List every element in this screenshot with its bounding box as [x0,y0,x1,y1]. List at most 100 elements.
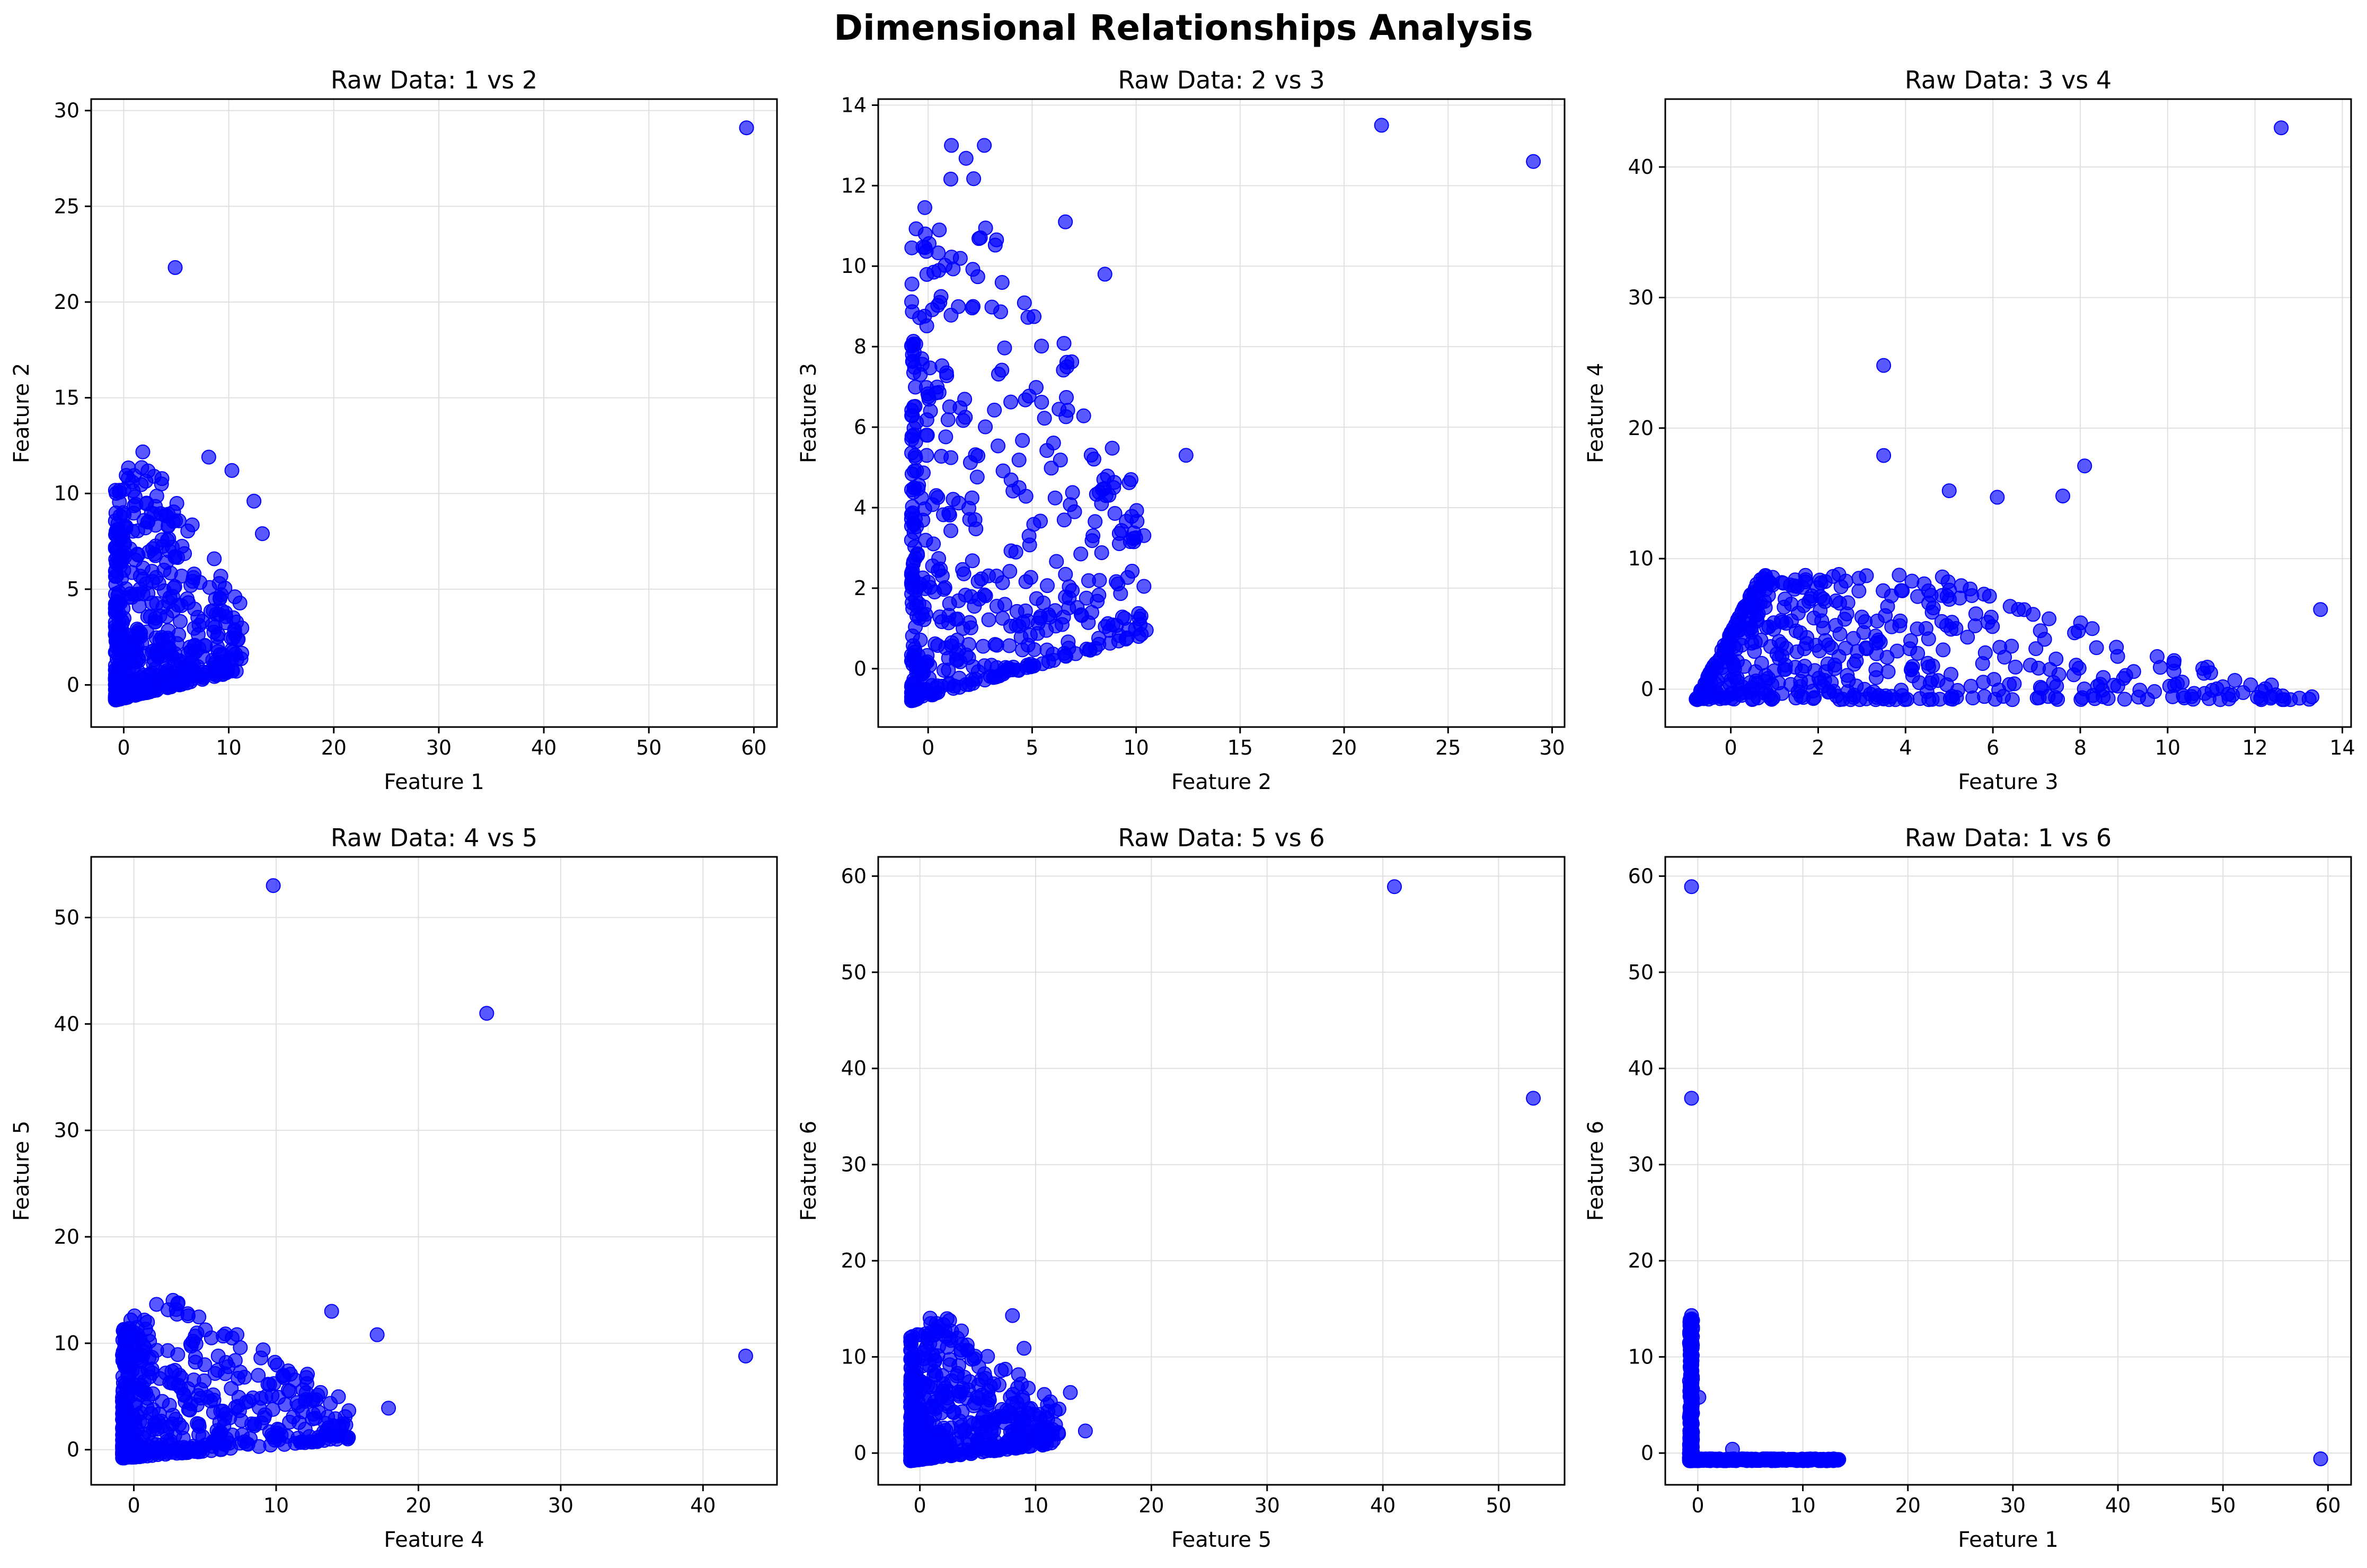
subplot-title: Raw Data: 1 vs 6 [1905,823,2112,852]
data-point [926,536,941,552]
data-point [973,230,988,245]
data-point [271,1389,286,1405]
x-tick-label: 30 [1255,1494,1280,1517]
data-point [161,623,176,638]
subplot-title: Raw Data: 4 vs 5 [331,823,537,852]
data-point [958,150,974,166]
data-point [1797,641,1812,657]
data-point [254,1415,269,1431]
y-tick-label: 40 [841,1057,867,1080]
data-point [251,1439,267,1454]
data-point [1965,690,1981,706]
data-point [1921,596,1937,611]
data-point [923,403,938,419]
axes-frame [1664,98,2352,728]
data-point [188,1349,203,1365]
x-tick-label: 10 [1123,736,1149,759]
data-point [1773,613,1789,628]
outlier-point [324,1304,339,1319]
outlier-point [1005,1308,1020,1323]
data-point [167,646,182,661]
x-tick-label: 14 [2329,736,2355,759]
data-point [903,1377,918,1392]
data-point [1816,621,1831,636]
data-point [119,1358,134,1374]
data-point [2117,692,2132,707]
data-point [909,688,924,704]
data-point [108,569,123,584]
data-point [1034,394,1049,410]
data-point [1910,621,1925,636]
data-point [1085,528,1101,544]
data-point [1884,619,1900,634]
data-point [970,1415,986,1431]
y-tick-label: 8 [854,335,867,358]
outlier-point [739,120,754,136]
outlier-point [1097,267,1112,282]
data-point [122,541,138,556]
y-axis-label: Feature 4 [1584,363,1608,463]
data-point [2268,687,2283,703]
data-point [213,647,228,662]
data-point [2033,623,2048,639]
data-point [1832,692,1848,707]
axes-frame [877,98,1566,728]
data-point [109,628,124,644]
data-point [1107,506,1123,521]
y-tick-label: 30 [841,1153,867,1176]
data-point [207,551,222,566]
outlier-point [201,449,216,465]
x-tick-label: 20 [1138,1494,1164,1517]
data-point [135,444,151,459]
data-point [203,1393,218,1408]
data-point [970,448,986,464]
data-point [233,1340,248,1355]
data-point [1936,642,1951,658]
data-point [203,604,218,619]
data-point [1759,620,1774,635]
data-point [304,1392,319,1407]
outlier-point [246,493,262,509]
outlier-point [2313,602,2328,617]
data-point [986,670,1001,685]
subplot-title: Raw Data: 1 vs 2 [331,66,537,94]
data-point [1977,645,1993,660]
data-point [952,1413,967,1429]
outlier-point [1876,358,1892,373]
data-point [1728,617,1743,632]
outlier-point [2055,488,2071,503]
data-point [168,513,183,528]
data-point [1015,433,1030,448]
y-tick-label: 0 [67,1438,80,1461]
data-point [906,638,921,653]
data-point [918,655,933,671]
data-point [338,1418,354,1433]
data-point [1806,610,1822,626]
data-point [943,523,959,538]
data-point [1920,655,1936,671]
data-point [1079,641,1094,657]
data-point [933,289,949,304]
x-tick-label: 30 [426,736,452,759]
data-point [155,539,171,554]
data-point [1034,339,1049,354]
data-point [922,1310,938,1326]
data-point [974,571,989,587]
data-point [2004,692,2020,707]
x-tick-label: 50 [2210,1494,2236,1517]
data-point [961,637,976,652]
data-point [980,1349,995,1364]
data-point [989,637,1004,653]
data-point [1058,566,1073,582]
x-tick-label: 8 [2074,736,2087,759]
y-tick-label: 10 [54,482,80,505]
data-point [1806,691,1821,706]
x-tick-label: 10 [2155,736,2180,759]
data-point [167,579,182,595]
data-point [1002,564,1018,579]
data-point [1111,526,1127,541]
data-point [180,524,196,539]
y-tick-label: 30 [1628,1153,1654,1176]
y-tick-label: 40 [54,1012,80,1035]
